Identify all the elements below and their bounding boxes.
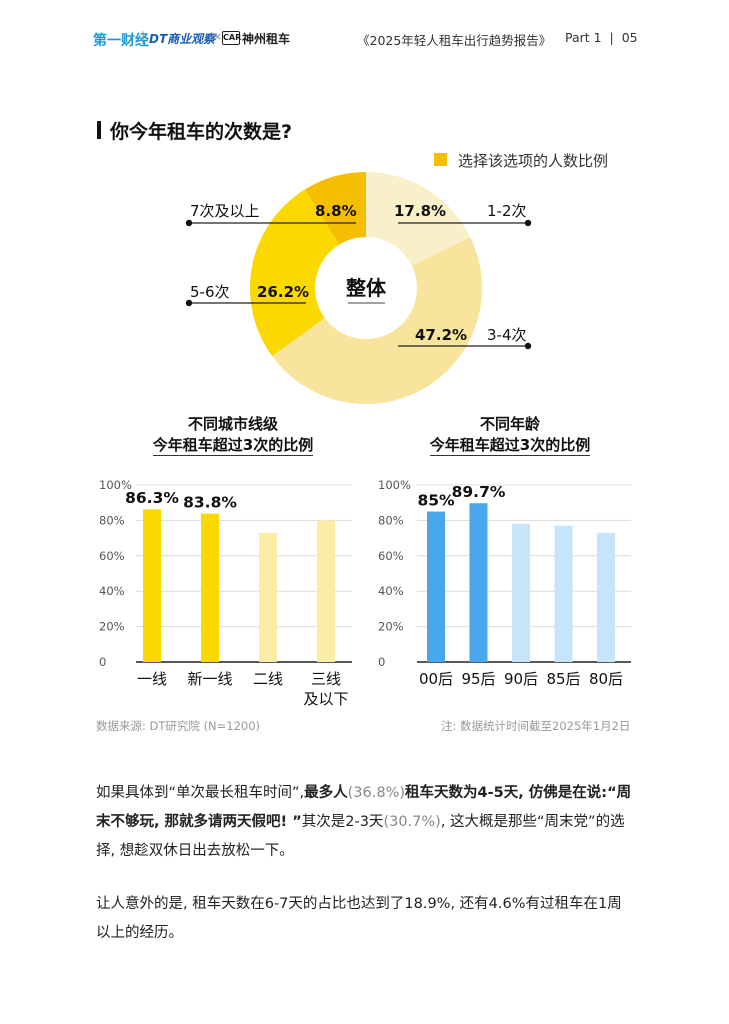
age-chart-title-line-1: 不同年龄 — [479, 415, 540, 433]
x-tick-label: 80后 — [589, 670, 623, 688]
donut-center-label: 整体 — [345, 276, 387, 300]
slice-label-1-2: 1-2次 — [487, 202, 527, 220]
callout-dot-7plus — [185, 219, 193, 227]
bar-value-label: 85% — [417, 492, 455, 510]
x-tick-label: 95后 — [461, 670, 495, 688]
slice-label-3-4: 3-4次 — [487, 326, 527, 344]
donut-slice-0 — [366, 172, 471, 266]
x-tick-label: 一线 — [137, 670, 167, 688]
bar-1 — [469, 503, 488, 662]
dt-logo: DT商业观察 — [149, 32, 216, 46]
bar-0 — [143, 509, 161, 662]
callout-dot-1-2 — [524, 219, 532, 227]
y-tick-label: 0 — [378, 655, 385, 669]
data-source: 数据来源: DT研究院 (N=1200) — [96, 719, 261, 733]
legend-swatch — [434, 153, 447, 166]
section-title: 你今年租车的次数是? — [110, 121, 293, 143]
legend-label: 选择该选项的人数比例 — [458, 152, 609, 170]
bar-2 — [259, 532, 277, 662]
y-tick-label: 40% — [99, 584, 125, 598]
bar-3 — [554, 525, 573, 662]
donut-slice-1 — [272, 237, 483, 404]
bar-value-label: 89.7% — [452, 483, 506, 501]
donut-slice-2 — [250, 189, 340, 357]
x-tick-label: 新一线 — [187, 670, 232, 688]
city-chart-title-line-1: 不同城市线级 — [187, 415, 278, 433]
paragraph-2: 让人意外的是, 租车天数在6-7天的占比也达到了18.9%, 还有4.6%有过租… — [96, 896, 622, 941]
city-chart-title-line-2: 今年租车超过3次的比例 — [152, 436, 314, 456]
age-chart-title: 不同年龄 今年租车超过3次的比例 — [405, 414, 615, 456]
x-tick-label: 三线 — [311, 670, 341, 688]
bar-value-label: 86.3% — [125, 489, 179, 507]
callout-dot-3-4 — [524, 342, 532, 350]
y-tick-label: 100% — [99, 478, 132, 492]
x-tick-label: 90后 — [504, 670, 538, 688]
bar-1 — [201, 513, 219, 662]
slice-label-5-6: 5-6次 — [190, 283, 230, 301]
age-bar-chart: 100% 80% 60% 40% 20% 0 85% 00后 89.7% 95后 90后 85后 80后 — [378, 478, 631, 688]
y-tick-label: 80% — [378, 513, 404, 527]
slice-value-3-4: 47.2% — [415, 326, 467, 344]
x-tick-label: 00后 — [419, 670, 453, 688]
bar-2 — [512, 523, 530, 662]
y-tick-label: 80% — [99, 513, 125, 527]
y-tick-label: 20% — [378, 620, 404, 634]
logo-divider: | — [141, 30, 146, 44]
slice-value-1-2: 17.8% — [394, 202, 446, 220]
y-tick-label: 0 — [99, 655, 106, 669]
donut-slice-3 — [305, 172, 366, 245]
y-tick-label: 60% — [99, 549, 125, 563]
paragraph-1: 如果具体到“单次最长租车时间”,最多人(36.8%)租车天数为4-5天, 仿佛是… — [96, 785, 632, 859]
x-tick-label: 85后 — [546, 670, 580, 688]
slice-label-7plus: 7次及以上 — [190, 202, 260, 220]
report-title: 《2025年轻人租车出行趋势报告》 — [357, 33, 552, 48]
car-logo-icon: CAR — [222, 31, 241, 45]
page-info: Part 1 | 05 — [565, 30, 638, 45]
slice-value-7plus: 8.8% — [315, 202, 357, 220]
bar-4 — [597, 532, 615, 662]
y-tick-label: 20% — [99, 620, 125, 634]
callout-dot-5-6 — [185, 299, 193, 307]
yicai-logo: 第一财经 — [93, 33, 149, 49]
y-tick-label: 40% — [378, 584, 404, 598]
donut-slices — [250, 172, 483, 404]
slice-value-5-6: 26.2% — [257, 283, 309, 301]
car-logo: 神州租车 — [242, 32, 291, 46]
bar-3 — [317, 520, 335, 662]
donut-chart: 整体 17.8% 1-2次 47.2% 3-4次 26.2% 5-6次 8.8%… — [185, 172, 532, 404]
bar-value-label: 83.8% — [183, 494, 237, 512]
bar-0 — [427, 511, 445, 662]
city-chart-title: 不同城市线级 今年租车超过3次的比例 — [128, 414, 338, 456]
logo-cross: × — [213, 30, 223, 43]
age-chart-title-line-2: 今年租车超过3次的比例 — [429, 436, 591, 456]
y-tick-label: 100% — [378, 478, 411, 492]
title-bar-decoration — [97, 121, 101, 139]
data-note: 注: 数据统计时间截至2025年1月2日 — [441, 719, 631, 733]
x-tick-label: 及以下 — [303, 690, 348, 708]
y-tick-label: 60% — [378, 549, 404, 563]
x-tick-label: 二线 — [253, 670, 283, 688]
